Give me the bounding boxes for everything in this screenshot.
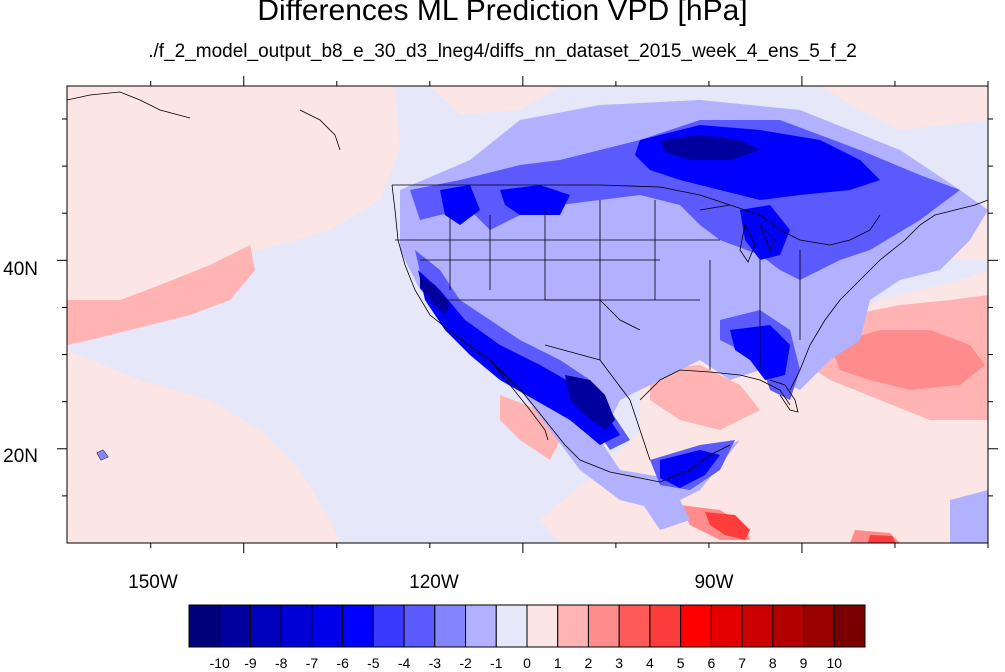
colorbar-swatch (680, 604, 712, 648)
colorbar-swatch (710, 604, 743, 648)
lat-tick-20n: 20N (3, 446, 38, 467)
colorbar-swatch (772, 604, 805, 648)
colorbar-label: 6 (707, 655, 715, 671)
colorbar-label: -10 (210, 655, 230, 671)
colorbar-label: 5 (677, 655, 685, 671)
hawaii-island (97, 450, 108, 460)
colorbar-label: -7 (306, 655, 319, 671)
colorbar-label: -4 (398, 655, 411, 671)
colorbar-swatch (219, 604, 251, 648)
colorbar-swatch (342, 604, 374, 648)
colorbar-label: 4 (646, 655, 654, 671)
colorbar-label: 10 (826, 655, 842, 671)
map-title: Differences ML Prediction VPD [hPa] (257, 0, 748, 27)
map-plot-area (67, 86, 988, 543)
colorbar-label: -2 (459, 655, 472, 671)
lon-tick-90w: 90W (694, 572, 733, 593)
colorbar-swatch (188, 604, 221, 648)
colorbar-swatch (465, 604, 497, 648)
colorbar-swatch (833, 604, 866, 648)
colorbar-swatch (526, 604, 559, 648)
map-subtitle: ./f_2_model_output_b8_e_30_d3_lneg4/diff… (148, 41, 857, 62)
colorbar (188, 604, 866, 648)
colorbar-swatch (495, 604, 528, 648)
light-positive-regions (67, 86, 988, 543)
colorbar-swatch (249, 604, 282, 648)
colorbar-label: 8 (769, 655, 777, 671)
axis-tick-labels: 150W 120W 90W 40N 20N (3, 259, 733, 593)
darkest-negative-regions (420, 135, 760, 430)
colorbar-label: 1 (554, 655, 562, 671)
colorbar-swatch (618, 604, 651, 648)
colorbar-swatch (587, 604, 620, 648)
plot-frame (66, 85, 989, 544)
colorbar-swatch (557, 604, 589, 648)
colorbar-swatch (403, 604, 436, 648)
axis-ticks (57, 76, 998, 553)
colorbar-label: 9 (800, 655, 808, 671)
colorbar-label: -6 (336, 655, 349, 671)
lon-tick-120w: 120W (409, 572, 459, 593)
colorbar-label: -5 (367, 655, 380, 671)
colorbar-label: 2 (585, 655, 593, 671)
colorbar-label: 3 (615, 655, 623, 671)
colorbar-swatch (741, 604, 774, 648)
colorbar-swatch (280, 604, 313, 648)
colorbar-labels: -10 -9 -8 -7 -6 -5 -4 -3 -2 -1 0 1 2 3 4 5 6 7 8 9 10 (210, 655, 843, 671)
colorbar-swatch (434, 604, 467, 648)
colorbar-label: -1 (490, 655, 503, 671)
lon-tick-150w: 150W (128, 572, 178, 593)
colorbar-swatch (649, 604, 682, 648)
colorbar-swatch (803, 604, 835, 648)
colorbar-label: 0 (523, 655, 531, 671)
colorbar-swatch (311, 604, 344, 648)
colorbar-label: -3 (429, 655, 442, 671)
lat-tick-40n: 40N (3, 259, 38, 280)
colorbar-label: -9 (244, 655, 257, 671)
colorbar-label: -8 (275, 655, 288, 671)
coastline-borders (67, 91, 988, 483)
colorbar-label: 7 (738, 655, 746, 671)
colorbar-swatch (372, 604, 405, 648)
